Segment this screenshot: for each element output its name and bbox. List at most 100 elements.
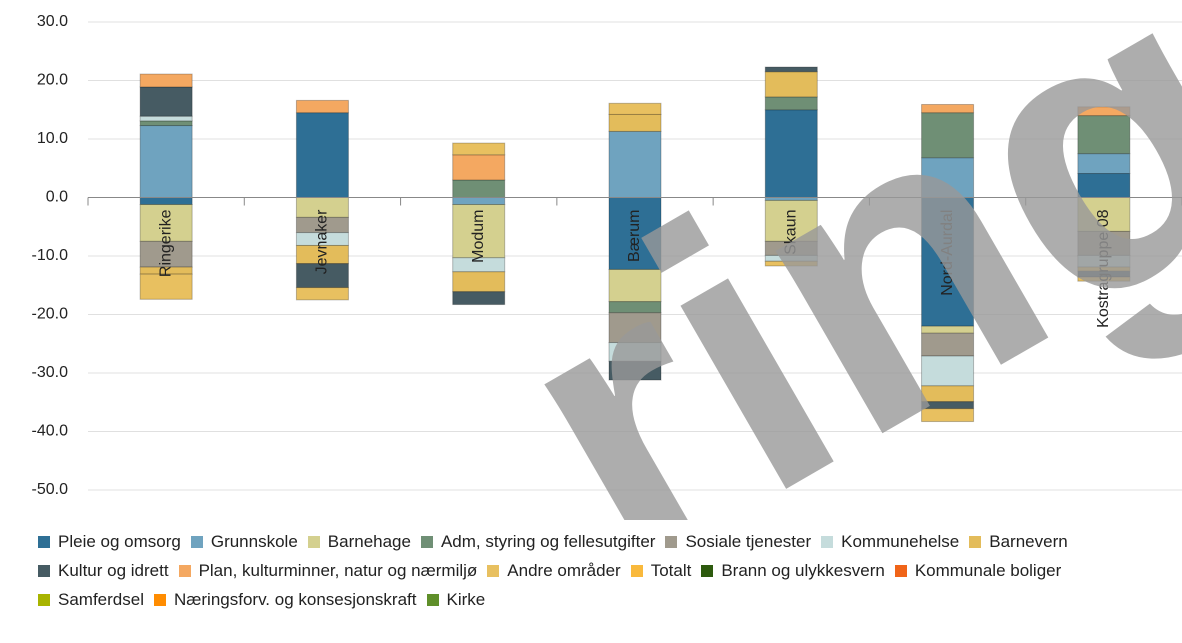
legend-swatch (426, 593, 439, 606)
legend-swatch (630, 564, 643, 577)
bar-segment (139, 197, 193, 206)
bar-segment (295, 99, 349, 114)
bar-segment (608, 113, 662, 132)
bar-segment (921, 355, 975, 387)
bar-segment (764, 260, 818, 267)
legend-label: Brann og ulykkesvern (721, 561, 885, 580)
bar-segment (764, 109, 818, 198)
legend-item[interactable]: Plan, kulturminner, natur og nærmiljø (178, 556, 478, 585)
watermark: ring (446, 0, 1182, 520)
legend-label: Sosiale tjenester (685, 532, 812, 551)
legend-swatch (307, 535, 320, 548)
y-tick-label: 30.0 (37, 13, 68, 30)
bar-segment (139, 86, 193, 117)
y-tick-label: 20.0 (37, 72, 68, 89)
bar-segment (608, 312, 662, 344)
bar-segment (452, 204, 506, 259)
legend-swatch (38, 593, 50, 606)
legend-item[interactable]: Næringsforv. og konsesjonskraft (153, 585, 417, 614)
x-tick-label: Nord-Aurdal (939, 210, 956, 296)
legend-swatch (420, 535, 433, 548)
bar-segment (452, 142, 506, 156)
legend-item[interactable]: Kommunehelse (821, 527, 959, 556)
legend-item[interactable]: Pleie og omsorg (38, 527, 181, 556)
legend-label: Adm, styring og fellesutgifter (440, 532, 656, 551)
legend-item[interactable]: Andre områder (487, 556, 621, 585)
bar-segment (139, 273, 193, 300)
legend-item[interactable]: Brann og ulykkesvern (701, 556, 885, 585)
bar-segment (764, 71, 818, 98)
bar-segment (1077, 197, 1131, 232)
y-tick-label: -50.0 (32, 481, 69, 498)
bar-segment (608, 360, 662, 381)
legend-item[interactable]: Kommunale boliger (894, 556, 1062, 585)
bar-segment (608, 268, 662, 303)
bar-segment (764, 254, 818, 262)
legend-label: Kommunale boliger (914, 561, 1062, 580)
legend-item[interactable]: Barnehage (307, 527, 411, 556)
legend-label: Samferdsel (58, 590, 144, 609)
legend-label: Barnevern (989, 532, 1068, 551)
x-tick-label: Skaun (783, 210, 800, 255)
legend-label: Kultur og idrett (58, 561, 169, 580)
bar-segment (764, 66, 818, 73)
legend-label: Kommunehelse (841, 532, 960, 551)
legend-label: Kirke (446, 590, 486, 609)
legend-item[interactable]: Samferdsel (38, 585, 144, 614)
legend-swatch (190, 535, 203, 548)
bar-segment (139, 266, 193, 275)
legend-swatch (821, 535, 834, 548)
legend-label: Plan, kulturminner, natur og nærmiljø (198, 561, 478, 580)
bar-segment (921, 197, 975, 327)
legend-swatch (487, 564, 500, 577)
legend-item[interactable]: Grunnskole (190, 527, 298, 556)
legend-swatch (894, 564, 907, 577)
bar-segment (1077, 106, 1131, 117)
bar-segment (921, 408, 975, 423)
legend-label: Næringsforv. og konsesjonskraft (173, 590, 417, 609)
legend-swatch (38, 564, 50, 577)
bar-segment (921, 112, 975, 159)
bar-segment (452, 154, 506, 181)
bar-segment (452, 291, 506, 306)
legend-label: Pleie og omsorg (58, 532, 181, 551)
legend-label: Totalt (650, 561, 692, 580)
legend-swatch (178, 564, 191, 577)
bar-segment (1077, 276, 1131, 282)
y-tick-label: 0.0 (46, 189, 68, 206)
legend-label: Grunnskole (210, 532, 298, 551)
legend-swatch (665, 535, 678, 548)
legend-item[interactable]: Sosiale tjenester (665, 527, 811, 556)
x-tick-label: Jevnaker (314, 209, 331, 275)
bar-segment (139, 204, 193, 242)
legend-swatch (38, 535, 50, 548)
legend-item[interactable]: Barnevern (969, 527, 1068, 556)
legend-swatch (701, 564, 714, 577)
bar-segment (608, 102, 662, 115)
bar-segment (1077, 115, 1131, 155)
bar-segment (295, 287, 349, 301)
bar-segment (295, 112, 349, 198)
chart: -50.0 -40.0 -30.0 -20.0 -10.0 0.0 10.0 20.0 30.0… (32, 0, 1182, 643)
bar-segment (452, 197, 506, 206)
legend-swatch (153, 593, 166, 606)
legend-item[interactable]: Kirke (426, 585, 486, 614)
legend-swatch (969, 535, 982, 548)
y-tick-label: -20.0 (32, 306, 69, 323)
bar-segment (139, 125, 193, 198)
bar-segment (139, 115, 193, 122)
legend-item[interactable]: Totalt (630, 556, 692, 585)
legend: Pleie og omsorg Grunnskole Barnehage Adm, s… (38, 527, 1178, 614)
x-tick-label: Bærum (626, 210, 643, 262)
y-tick-label: 10.0 (37, 130, 68, 147)
legend-item[interactable]: Kultur og idrett (38, 556, 169, 585)
x-tick-label: Kostragruppe 08 (1095, 209, 1112, 327)
bar-segment (452, 179, 506, 198)
x-tick-label: Modum (470, 210, 487, 263)
legend-label: Barnehage (327, 532, 411, 551)
legend-item[interactable]: Adm, styring og fellesutgifter (420, 527, 656, 556)
y-tick-label: -30.0 (32, 364, 69, 381)
y-tick-label: -40.0 (32, 423, 69, 440)
bar-segment (139, 120, 193, 127)
